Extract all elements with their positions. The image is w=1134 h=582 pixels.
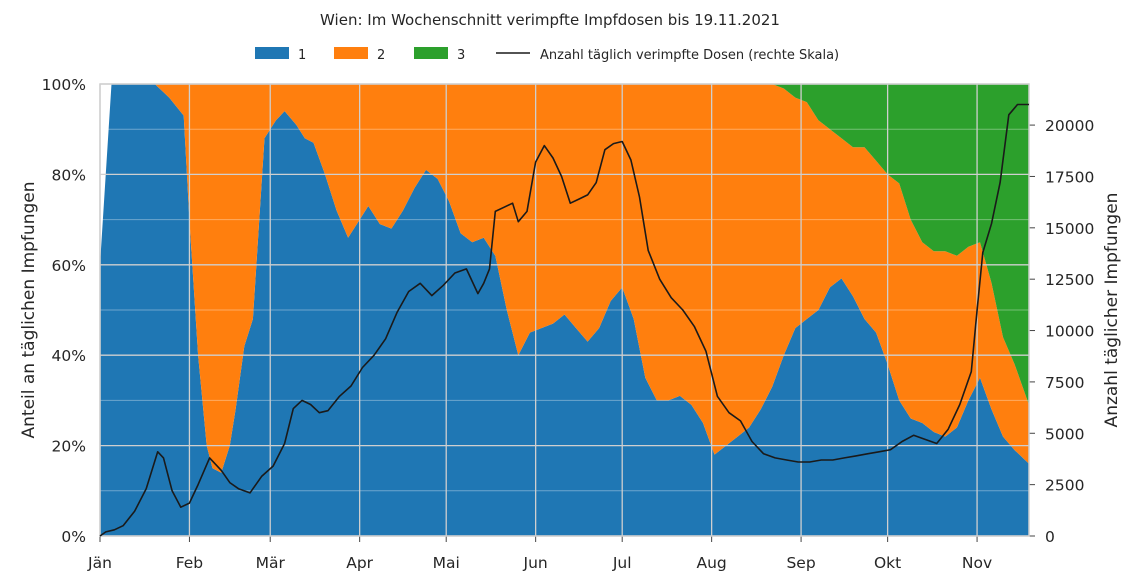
left-tick-label: 40%	[52, 347, 86, 365]
right-tick-label: 17500	[1045, 168, 1094, 186]
plot-area: 0% 20% 40% 60% 80% 100% Jän Feb Mär Apr Mai Jun Jul A…	[42, 76, 1095, 572]
right-tick-label: 12500	[1045, 271, 1094, 289]
legend-swatch-2	[334, 47, 368, 59]
x-tick-label: Nov	[962, 554, 992, 572]
legend-label-daily: Anzahl täglich verimpfte Dosen (rechte S…	[540, 48, 839, 63]
right-tick-label: 20000	[1045, 117, 1094, 135]
chart-title: Wien: Im Wochenschnitt verimpfte Impfdos…	[320, 11, 780, 29]
right-tick-label: 7500	[1045, 374, 1084, 392]
legend-swatch-3	[414, 47, 448, 59]
plot-frame	[99, 83, 1030, 537]
area-dose-2	[100, 84, 1029, 473]
x-tick-label: Okt	[874, 554, 901, 572]
left-tick-label: 80%	[52, 166, 86, 184]
x-tick-label: Aug	[696, 554, 726, 572]
series-line-daily-doses	[99, 103, 1029, 537]
area-dose-3	[100, 84, 1029, 405]
x-tick-label: Jul	[612, 554, 632, 572]
legend-label-2: 2	[377, 48, 385, 63]
right-tick-label: 10000	[1045, 323, 1094, 341]
area-dose-1	[100, 84, 1029, 536]
legend-label-1: 1	[298, 48, 306, 63]
left-axis-label: Anteil an täglichen Impfungen	[19, 182, 39, 439]
x-tick-label: Apr	[346, 554, 373, 572]
right-tick-label: 15000	[1045, 220, 1094, 238]
left-tick-label: 100%	[42, 76, 86, 94]
x-tick-label: Mai	[433, 554, 460, 572]
x-tick-label: Mär	[256, 554, 286, 572]
right-tick-label: 5000	[1045, 425, 1084, 443]
right-tick-label: 2500	[1045, 477, 1084, 495]
legend-swatch-1	[255, 47, 289, 59]
left-tick-label: 0%	[61, 528, 86, 546]
x-tick-label: Jän	[87, 554, 112, 572]
x-tick-label: Sep	[786, 554, 815, 572]
legend: 1 2 3 Anzahl täglich verimpfte Dosen (re…	[255, 47, 839, 63]
left-tick-label: 60%	[52, 257, 86, 275]
left-tick-label: 20%	[52, 438, 86, 456]
right-axis-label: Anzahl täglicher Impfungen	[1102, 193, 1122, 428]
x-tick-label: Jun	[523, 554, 548, 572]
x-tick-label: Feb	[176, 554, 203, 572]
legend-label-3: 3	[457, 48, 465, 63]
right-tick-label: 0	[1045, 528, 1055, 546]
